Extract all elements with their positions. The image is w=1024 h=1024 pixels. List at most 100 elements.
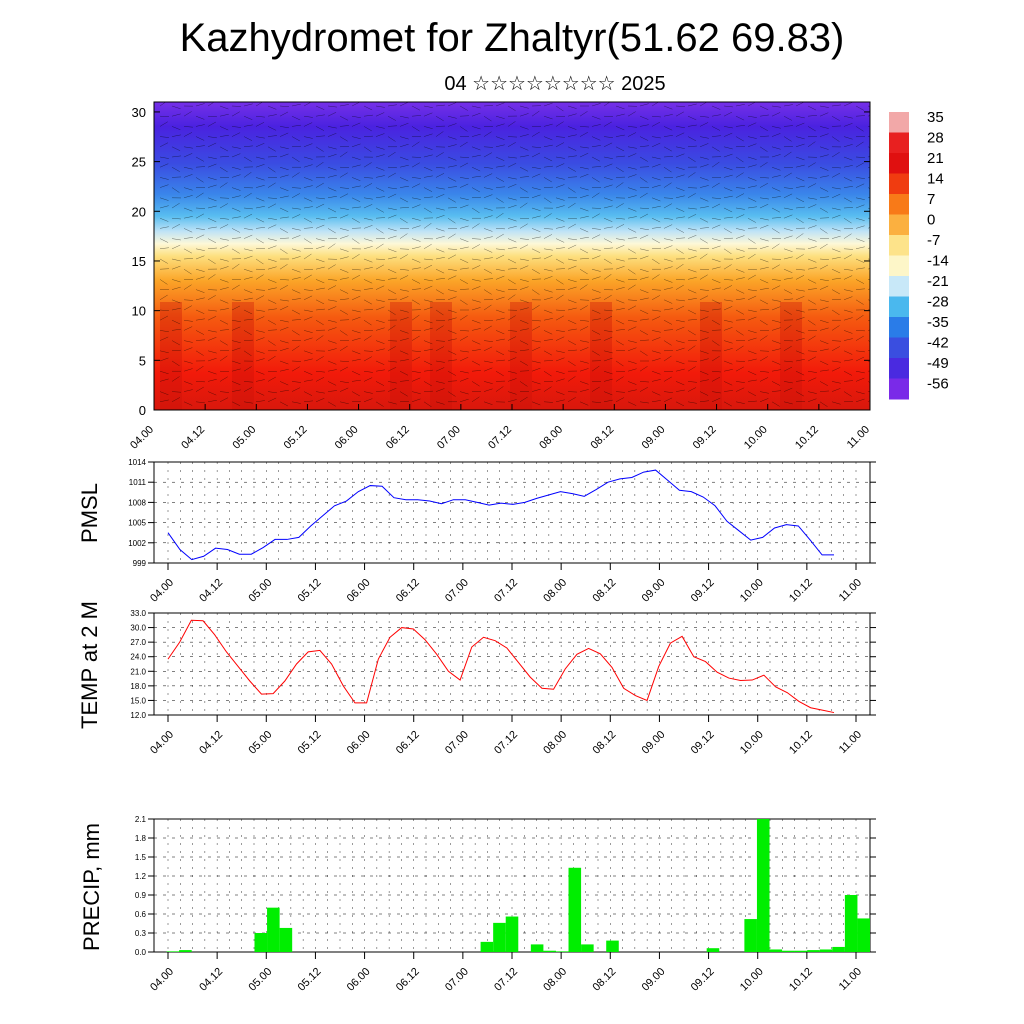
wind-barb (711, 245, 721, 250)
wind-barb (831, 367, 841, 372)
wind-barb (867, 126, 870, 128)
wind-barb (315, 266, 325, 270)
colorbar-segment (889, 296, 909, 318)
wind-barb (783, 172, 792, 178)
wind-barb (603, 330, 613, 333)
wind-barb (423, 133, 433, 137)
wind-barb (327, 279, 337, 281)
wind-barb (555, 309, 565, 311)
wind-barb (723, 207, 733, 213)
wind-barb (291, 214, 301, 219)
wind-barb (207, 350, 217, 354)
wind-barb (399, 122, 409, 127)
wind-barb (735, 228, 745, 231)
wind-barb (567, 223, 576, 229)
wind-barb (231, 153, 241, 158)
wind-barb (735, 248, 745, 252)
wind-barb (723, 319, 733, 323)
wind-barb (555, 279, 564, 285)
wind-barb (867, 156, 870, 158)
wind-barb (387, 172, 396, 178)
wind-barb (303, 227, 313, 229)
wind-barb (195, 234, 205, 239)
colorbar-label: -49 (927, 355, 949, 372)
wind-barb (435, 236, 445, 239)
y-tick-label: 2.1 (135, 815, 147, 824)
wind-barb (279, 105, 289, 108)
wind-barb (807, 267, 817, 270)
wind-barb (555, 399, 565, 403)
wind-barb (747, 274, 756, 280)
precip-bar (807, 950, 820, 952)
wind-barb (483, 360, 493, 363)
wind-barb (855, 115, 865, 117)
wind-barb (423, 285, 433, 290)
plot-frame (153, 461, 871, 564)
series-line (167, 619, 835, 714)
wind-barb (795, 177, 805, 182)
wind-barb (291, 366, 300, 372)
wind-barb (591, 124, 601, 127)
wind-barb (699, 238, 708, 244)
wind-barb (675, 347, 685, 352)
wind-barb (531, 360, 541, 364)
colorbar-label: 7 (927, 191, 935, 208)
wind-barb (411, 350, 421, 352)
wind-barb (867, 288, 870, 290)
wind-barb (387, 360, 397, 363)
wind-barb (867, 400, 870, 403)
wind-barb (519, 105, 529, 109)
wind-barb (675, 153, 685, 158)
wind-barb (603, 184, 613, 188)
wind-barb (399, 185, 409, 188)
wind-barb (195, 145, 205, 148)
wind-barb (387, 268, 397, 274)
wind-barb (411, 335, 420, 341)
wind-barb (459, 315, 468, 321)
wind-barb (531, 305, 540, 311)
wind-barb (843, 359, 853, 362)
wind-barb (723, 187, 733, 192)
wind-barb (579, 173, 589, 178)
wind-barb (219, 299, 229, 304)
colorbar-segment (889, 214, 909, 236)
wind-barb (807, 225, 817, 229)
wind-barb (243, 387, 253, 392)
wind-barb (807, 177, 817, 179)
wind-barb (699, 143, 709, 148)
wind-barb (279, 207, 289, 213)
wind-barb (231, 174, 241, 178)
wind-barb (387, 248, 397, 253)
wind-barb (183, 258, 193, 260)
wind-barb (855, 299, 864, 305)
wind-barb (471, 126, 481, 130)
wind-barb (819, 207, 828, 213)
wind-barb (459, 299, 468, 305)
wind-barb (795, 309, 805, 313)
wind-barb (519, 279, 529, 282)
wind-barb (591, 156, 601, 162)
wind-barb (711, 224, 721, 229)
wind-barb (363, 146, 372, 153)
wind-barb (519, 265, 529, 270)
wind-barb (267, 238, 277, 241)
wind-barb (771, 299, 781, 302)
wind-barb (207, 142, 217, 148)
wind-barb (843, 248, 853, 250)
wind-barb (303, 358, 313, 362)
wind-barb (831, 381, 841, 384)
wind-barb (183, 347, 193, 352)
wind-barb (507, 225, 517, 229)
wind-barb (195, 330, 205, 335)
precip-bar (493, 922, 506, 952)
wind-barb (219, 355, 228, 362)
wind-barb (807, 162, 816, 168)
wind-barb (639, 289, 649, 294)
wind-barb (639, 115, 649, 120)
wind-barb (627, 111, 636, 117)
warm-column (430, 302, 452, 410)
wind-barb (507, 177, 517, 180)
wind-barb (819, 340, 829, 345)
wind-barb (855, 105, 864, 111)
wind-barb (447, 156, 457, 161)
